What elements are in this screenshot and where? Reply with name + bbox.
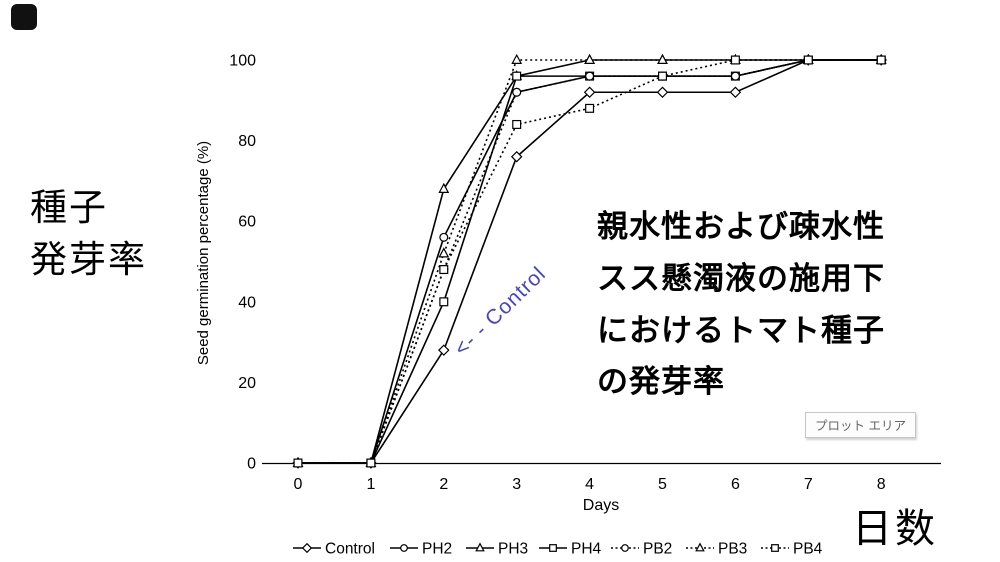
marker-PH4 bbox=[439, 297, 449, 307]
legend-label-PH4: PH4 bbox=[571, 541, 602, 558]
x-tick-label: 7 bbox=[804, 476, 813, 493]
x-axis-title: Days bbox=[583, 497, 619, 514]
marker-Control bbox=[656, 86, 669, 98]
y-tick-label: 40 bbox=[238, 294, 256, 311]
legend-label-Control: Control bbox=[325, 541, 375, 558]
marker-PB4 bbox=[803, 55, 813, 65]
marker-PH4 bbox=[512, 71, 522, 81]
legend-label-PB4: PB4 bbox=[793, 541, 823, 558]
left-title-japanese: 種子 発芽率 bbox=[30, 188, 147, 281]
marker-Control bbox=[583, 86, 596, 98]
y-tick-label: 80 bbox=[238, 133, 256, 150]
legend-marker-PH2 bbox=[400, 544, 408, 552]
legend-label-PH2: PH2 bbox=[422, 541, 452, 558]
y-tick-label: 20 bbox=[238, 375, 256, 392]
marker-PB4 bbox=[657, 71, 667, 81]
y-tick-label: 100 bbox=[229, 53, 256, 70]
marker-PB4 bbox=[439, 265, 449, 275]
x-tick-label: 2 bbox=[439, 476, 448, 493]
bottom-right-days-label: 日数 bbox=[852, 506, 938, 551]
marker-PB4 bbox=[730, 55, 740, 65]
series-line-PB3 bbox=[298, 59, 882, 464]
x-tick-label: 1 bbox=[366, 476, 375, 493]
x-tick-label: 5 bbox=[658, 476, 667, 493]
plot-area-tooltip: プロット エリア bbox=[805, 412, 916, 438]
y-tick-label: 60 bbox=[238, 214, 256, 231]
marker-Control bbox=[438, 344, 450, 356]
marker-PB2 bbox=[730, 71, 740, 81]
marker-PB3 bbox=[511, 53, 523, 64]
caption-japanese: 親水性および疎水性 スス懸濁液の施用下 におけるトマト種子 の発芽率 bbox=[597, 209, 885, 400]
legend-label-PB2: PB2 bbox=[643, 541, 672, 558]
legend-marker-Control bbox=[301, 542, 313, 554]
x-tick-label: 0 bbox=[294, 476, 303, 493]
legend-marker-PH4 bbox=[549, 544, 557, 552]
marker-PB4 bbox=[512, 119, 522, 129]
marker-PB4 bbox=[366, 458, 376, 468]
window-corner-icon bbox=[11, 4, 37, 30]
marker-PH2 bbox=[439, 232, 449, 242]
marker-PB3 bbox=[657, 53, 668, 64]
legend-marker-PB3 bbox=[695, 542, 705, 552]
marker-PB4 bbox=[585, 103, 595, 113]
x-tick-label: 6 bbox=[731, 476, 740, 493]
x-tick-label: 4 bbox=[585, 476, 594, 493]
marker-PB2 bbox=[585, 71, 595, 81]
legend-label-PH3: PH3 bbox=[498, 541, 528, 558]
x-tick-label: 8 bbox=[877, 476, 886, 493]
x-tick-label: 3 bbox=[512, 476, 521, 493]
y-tick-label: 0 bbox=[247, 456, 256, 473]
marker-PB4 bbox=[876, 55, 886, 65]
marker-PH3 bbox=[438, 182, 450, 193]
marker-PB4 bbox=[293, 458, 303, 468]
marker-Control bbox=[510, 150, 523, 163]
legend-marker-PB2 bbox=[621, 544, 629, 552]
marker-PB3 bbox=[584, 53, 595, 64]
legend-label-PB3: PB3 bbox=[718, 541, 747, 558]
legend-marker-PH3 bbox=[475, 542, 485, 552]
marker-Control bbox=[729, 86, 742, 98]
legend-marker-PB4 bbox=[771, 544, 779, 552]
y-axis-title: Seed germination percentage (%) bbox=[195, 141, 212, 365]
marker-PB3 bbox=[438, 247, 450, 258]
marker-PB2 bbox=[512, 87, 522, 97]
